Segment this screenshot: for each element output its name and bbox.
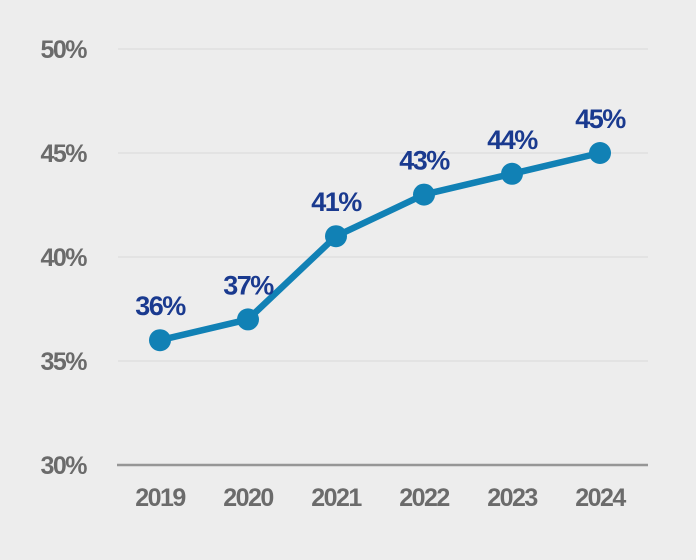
x-axis-tick-label: 2021 — [311, 484, 362, 512]
x-axis-tick-label: 2020 — [223, 484, 273, 512]
data-point-label: 43% — [399, 146, 450, 176]
data-point-marker — [149, 329, 171, 352]
data-point-label: 37% — [223, 270, 274, 300]
y-axis-tick-label: 50% — [40, 36, 87, 64]
data-point-marker — [237, 308, 259, 331]
y-axis-tick-label: 45% — [40, 140, 87, 168]
y-axis-tick-label: 30% — [40, 452, 87, 480]
data-point-label: 36% — [135, 291, 186, 321]
data-point-label: 45% — [575, 104, 626, 134]
data-point-marker — [413, 183, 435, 206]
y-axis-tick-label: 35% — [40, 348, 87, 376]
trend-line — [156, 149, 604, 344]
y-axis-tick-label: 40% — [40, 244, 87, 272]
x-axis-tick-label: 2024 — [575, 484, 626, 512]
data-point-marker — [325, 225, 347, 248]
data-point-marker — [589, 142, 611, 164]
x-axis-tick-label: 2022 — [399, 484, 449, 512]
data-point-label: 44% — [487, 125, 538, 155]
data-point-marker — [501, 162, 523, 185]
x-axis-tick-label: 2019 — [135, 484, 185, 512]
x-axis-tick-label: 2023 — [487, 484, 537, 512]
data-point-label: 41% — [311, 187, 362, 217]
